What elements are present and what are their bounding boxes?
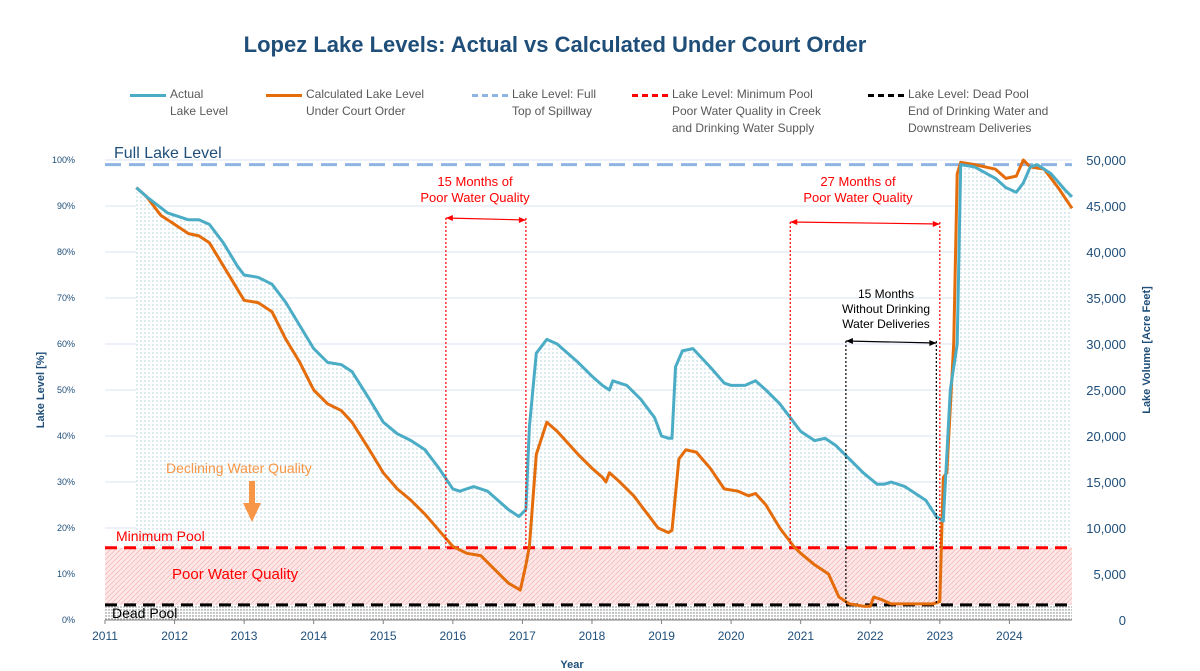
x-tick-label: 2016 xyxy=(439,629,466,643)
x-tick-label: 2021 xyxy=(787,629,814,643)
bracket-no-deliveries-span xyxy=(845,340,937,344)
legend-swatch xyxy=(632,94,668,97)
annotation-poor-water-quality: Poor Water Quality xyxy=(172,566,299,583)
legend-item: Lake Level: Full Top of Spillway xyxy=(472,86,596,120)
bracket-27-months-span xyxy=(790,221,940,225)
poor-water-quality-band xyxy=(105,547,1072,605)
y2-axis-title: Lake Volume [Acre Feet] xyxy=(1141,286,1153,414)
annotation-declining-water-quality: Declining Water Quality xyxy=(166,460,312,476)
x-tick-label: 2015 xyxy=(370,629,397,643)
y-tick-label: 20% xyxy=(57,523,75,533)
annotation-dead-pool: Dead Pool xyxy=(112,605,177,621)
x-tick-label: 2012 xyxy=(161,629,188,643)
y-tick-label: 90% xyxy=(57,201,75,211)
legend-swatch xyxy=(868,94,904,97)
legend-item: Calculated Lake Level Under Court Order xyxy=(266,86,424,120)
annotation-27-months-poor-quality: 27 Months of Poor Water Quality xyxy=(803,174,913,205)
x-tick-label: 2022 xyxy=(857,629,884,643)
chart-title: Lopez Lake Levels: Actual vs Calculated … xyxy=(243,32,867,57)
legend-label: Actual Lake Level xyxy=(170,87,229,118)
y-tick-label: 10% xyxy=(57,569,75,579)
y2-tick-label: 30,000 xyxy=(1086,337,1126,352)
x-tick-label: 2019 xyxy=(648,629,675,643)
x-tick-label: 2018 xyxy=(579,629,606,643)
x-tick-label: 2023 xyxy=(926,629,953,643)
legend-item: Lake Level: Minimum Pool Poor Water Quali… xyxy=(632,86,821,137)
y-tick-label: 100% xyxy=(52,155,75,165)
x-tick-label: 2011 xyxy=(92,629,118,643)
legend-swatch xyxy=(130,94,166,97)
y-tick-label: 60% xyxy=(57,339,75,349)
y-tick-label: 0% xyxy=(62,615,75,625)
bracket-27-months-arrow-right xyxy=(932,221,940,227)
legend-label: Lake Level: Dead Pool End of Drinking Wat… xyxy=(908,87,1049,135)
y2-tick-label: 20,000 xyxy=(1086,429,1126,444)
y-tick-label: 50% xyxy=(57,385,75,395)
x-tick-label: 2017 xyxy=(509,629,536,643)
y-tick-label: 80% xyxy=(57,247,75,257)
legend-label: Calculated Lake Level Under Court Order xyxy=(306,87,425,118)
bracket-15-months-arrow-right xyxy=(518,217,526,223)
annotation-minimum-pool: Minimum Pool xyxy=(116,528,205,544)
y2-tick-label: 50,000 xyxy=(1086,153,1126,168)
y-axis-title: Lake Level [%] xyxy=(35,351,47,428)
x-tick-label: 2014 xyxy=(300,629,327,643)
declining-arrow-head xyxy=(243,503,261,522)
legend-label: Lake Level: Full Top of Spillway xyxy=(512,87,597,118)
legend-item: Actual Lake Level xyxy=(130,86,228,120)
legend-label: Lake Level: Minimum Pool Poor Water Quali… xyxy=(672,87,821,135)
y2-tick-label: 0 xyxy=(1119,613,1126,628)
y2-tick-label: 15,000 xyxy=(1086,475,1126,490)
calculated-level-line xyxy=(135,158,1074,608)
dead-pool-band xyxy=(105,604,1072,620)
bracket-27-months-arrow-left xyxy=(790,219,798,225)
annotation-full-lake-level: Full Lake Level xyxy=(114,145,222,162)
y2-tick-label: 35,000 xyxy=(1086,291,1126,306)
annotation-15-months-poor-quality: 15 Months of Poor Water Quality xyxy=(420,174,530,205)
y2-tick-label: 10,000 xyxy=(1086,521,1126,536)
y-tick-label: 70% xyxy=(57,293,75,303)
y2-tick-label: 45,000 xyxy=(1086,199,1126,214)
annotation-15-months-no-deliveries: 15 Months Without Drinking Water Deliverie… xyxy=(842,287,930,331)
x-tick-label: 2013 xyxy=(231,629,258,643)
legend-swatch xyxy=(266,94,302,97)
y2-tick-label: 5,000 xyxy=(1093,567,1126,582)
bracket-15-months-span xyxy=(445,217,526,221)
y2-tick-label: 40,000 xyxy=(1086,245,1126,260)
legend-item: Lake Level: Dead Pool End of Drinking Wat… xyxy=(868,86,1048,137)
actual-level-area xyxy=(136,164,1073,620)
y-tick-label: 30% xyxy=(57,477,75,487)
declining-arrow-shaft xyxy=(249,481,255,503)
y-tick-label: 40% xyxy=(57,431,75,441)
x-tick-label: 2020 xyxy=(718,629,745,643)
x-tick-label: 2024 xyxy=(996,629,1023,643)
x-axis-title: Year xyxy=(560,659,584,671)
bracket-15-months-arrow-left xyxy=(445,215,453,221)
bracket-no-deliveries-arrow-right xyxy=(929,340,937,346)
legend-swatch xyxy=(472,94,508,97)
y2-tick-label: 25,000 xyxy=(1086,383,1126,398)
bracket-no-deliveries-arrow-left xyxy=(845,338,853,344)
